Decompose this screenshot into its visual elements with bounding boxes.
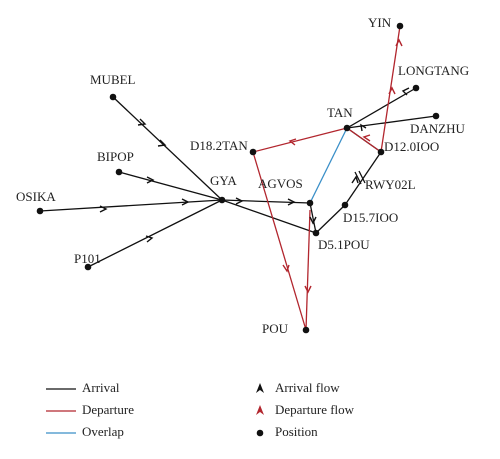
node-label: D5.1POU [318,237,370,252]
position [249,148,257,156]
node-label: D15.7IOO [343,210,398,225]
legend-label: Position [275,424,318,439]
arrow [388,86,396,95]
position [302,326,310,334]
route [252,127,348,153]
node-label: P101 [74,251,101,266]
position [36,207,44,215]
runway-mark [354,170,366,185]
node-label: MUBEL [90,72,136,87]
route [315,204,346,234]
legend-label: Overlap [82,424,124,439]
legend-dot [256,429,264,437]
route [118,171,223,201]
route [252,151,307,331]
node-label: BIPOP [97,149,134,164]
position [343,124,351,132]
overlap-route [309,127,348,204]
position [412,84,420,92]
arrow [146,176,155,184]
route [87,199,223,268]
position [312,229,320,237]
position [377,148,385,156]
node-label: GYA [210,173,237,188]
legend-label: Departure flow [275,402,355,417]
arrow [362,134,371,142]
node-label: LONGTANG [398,63,469,78]
route [221,199,317,234]
arrow [360,123,367,132]
labels: YIN LONGTANG TAN DANZHU D12.0IOO MUBEL D… [16,15,469,336]
route [380,25,401,153]
arrow [309,216,317,225]
legend-arrow [256,405,264,415]
position [306,199,314,207]
legend-label: Arrival [82,380,120,395]
position [396,22,404,30]
node-label: POU [262,321,289,336]
arrow [401,87,410,96]
route [346,127,382,153]
departure-flow-arrows [282,38,403,294]
route [112,96,223,201]
arrow [287,198,296,206]
positions [36,22,440,334]
position [109,93,117,101]
node-label: D12.0IOO [384,139,439,154]
legend-label: Departure [82,402,134,417]
node-label: DANZHU [410,121,465,136]
route [309,202,317,234]
arrow [99,205,108,213]
position [432,112,440,120]
departure-routes [252,25,401,331]
position [218,196,226,204]
legend-arrow [256,383,264,393]
arrow [282,264,290,273]
node-label: OSIKA [16,189,56,204]
arrow [351,175,359,184]
legend: Arrival Departure Overlap Arrival flow D… [46,380,355,439]
node-label: TAN [327,105,353,120]
route [221,199,311,204]
route [305,209,311,331]
arrow [145,235,154,243]
node-label: RWY02L [365,177,416,192]
arrow [304,285,312,294]
arrow [181,198,190,206]
arrow [235,197,244,205]
node-label: AGVOS [258,176,303,191]
position [115,168,123,176]
arrow [288,138,297,146]
arrow [395,38,403,47]
position [84,263,92,271]
node-label: YIN [368,15,392,30]
route [39,199,223,212]
arrival-flow-arrows [99,87,410,243]
node-label: D18.2TAN [190,138,248,153]
position [341,201,349,209]
route [346,87,417,129]
legend-label: Arrival flow [275,380,340,395]
arrow [157,139,167,147]
arrow [137,118,147,126]
